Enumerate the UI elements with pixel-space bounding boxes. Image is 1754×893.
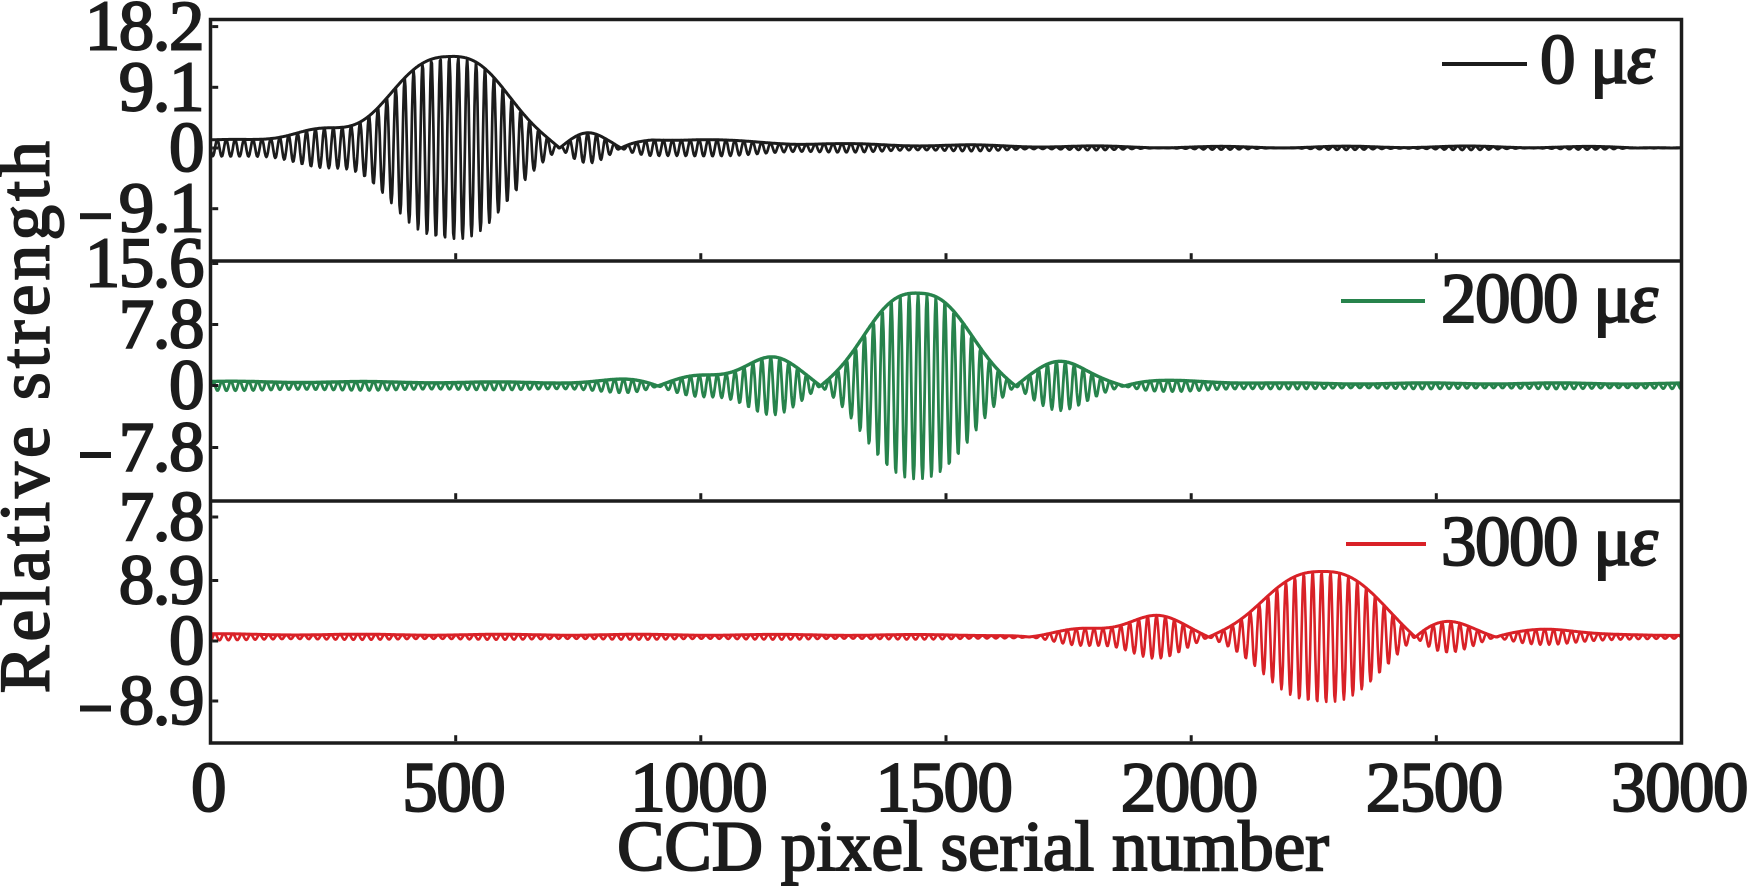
svg-text:CCD pixel serial number: CCD pixel serial number: [617, 808, 1329, 886]
svg-text:500: 500: [402, 749, 504, 827]
svg-text:2000: 2000: [1121, 749, 1257, 827]
svg-text:0: 0: [191, 749, 225, 827]
svg-text:2500: 2500: [1366, 749, 1502, 827]
svg-text:0: 0: [169, 347, 203, 425]
svg-text:7.8: 7.8: [119, 409, 203, 487]
svg-text:1500: 1500: [876, 749, 1012, 827]
svg-text:8.9: 8.9: [119, 542, 203, 620]
svg-text:2000 με: 2000 με: [1441, 260, 1658, 338]
svg-text:9.1: 9.1: [119, 170, 203, 248]
svg-text:3000: 3000: [1611, 749, 1747, 827]
svg-text:0: 0: [169, 602, 203, 680]
svg-text:0: 0: [169, 109, 203, 187]
svg-text:7.8: 7.8: [119, 286, 203, 364]
svg-text:8.9: 8.9: [119, 662, 203, 740]
svg-text:9.1: 9.1: [119, 48, 203, 126]
svg-text:3000 με: 3000 με: [1441, 503, 1658, 581]
svg-text:0 με: 0 με: [1540, 21, 1655, 99]
svg-text:15.6: 15.6: [85, 225, 203, 303]
svg-text:Relative strength: Relative strength: [0, 137, 65, 693]
svg-text:18.2: 18.2: [85, 0, 203, 66]
svg-text:1000: 1000: [630, 749, 766, 827]
svg-text:7.8: 7.8: [119, 478, 203, 556]
